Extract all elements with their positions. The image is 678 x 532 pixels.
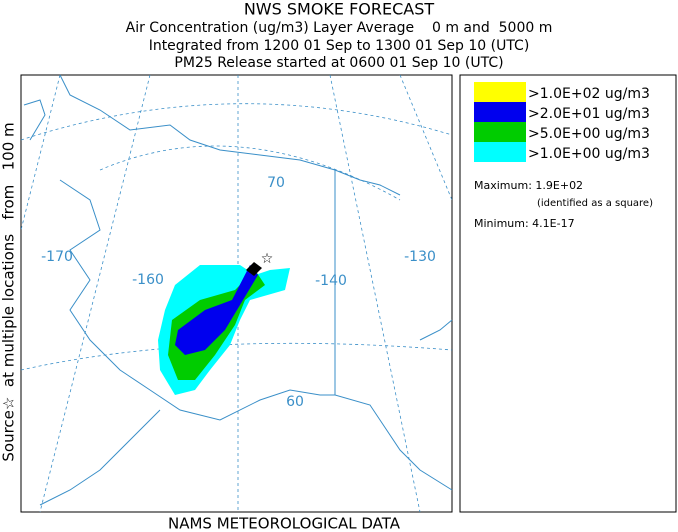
graticule-label: 60 (286, 394, 304, 410)
legend-entry: >1.0E+02 ug/m3 (528, 86, 650, 102)
legend-swatch (474, 142, 526, 162)
legend-swatch (474, 122, 526, 142)
subtitle: Air Concentration (ug/m3) Layer Average … (126, 20, 553, 36)
legend-entry: >2.0E+01 ug/m3 (528, 106, 650, 122)
graticule-label: -140 (315, 273, 347, 289)
source-star: ☆ (261, 251, 274, 267)
footer: NAMS METEOROLOGICAL DATA (168, 515, 401, 532)
legend-swatch (474, 82, 526, 102)
title: NWS SMOKE FORECAST (244, 0, 435, 19)
maximum: Maximum: 1.9E+02 (474, 179, 583, 192)
graticule-label: 70 (267, 175, 285, 191)
legend-swatch (474, 102, 526, 122)
graticule-label: -170 (41, 249, 73, 265)
subtitle: Integrated from 1200 01 Sep to 1300 01 S… (149, 38, 530, 54)
minimum: Minimum: 4.1E-17 (474, 217, 575, 230)
side-label: Source☆ at multiple locations from 100 m (0, 122, 18, 461)
subtitle: PM25 Release started at 0600 01 Sep 10 (… (174, 55, 503, 71)
maximum-note: (identified as a square) (537, 198, 653, 209)
legend-entry: >1.0E+00 ug/m3 (528, 146, 650, 162)
graticule-label: -130 (404, 249, 436, 265)
legend-entry: >5.0E+00 ug/m3 (528, 126, 650, 142)
graticule-label: -160 (132, 272, 164, 288)
smoke-plume: ☆ (158, 251, 290, 395)
